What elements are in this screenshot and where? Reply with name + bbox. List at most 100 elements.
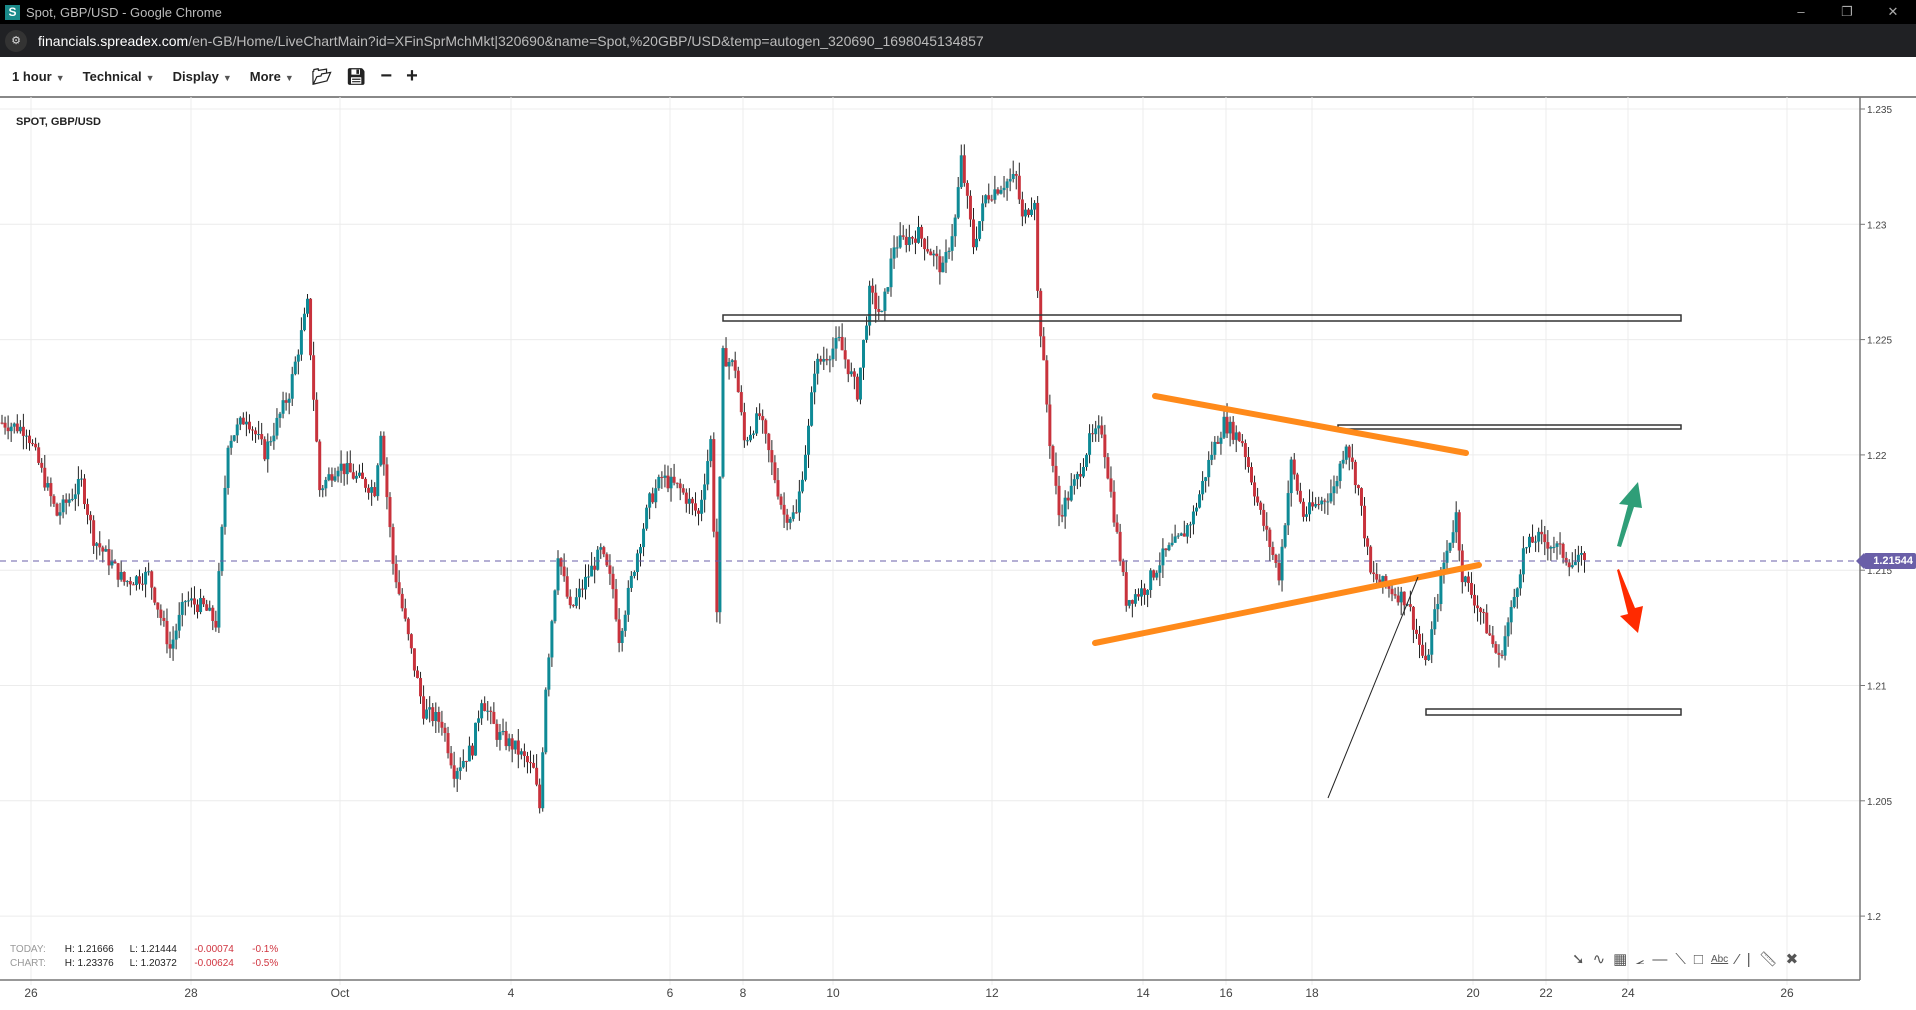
- candle-up: [709, 439, 713, 462]
- candle-up: [1341, 459, 1345, 464]
- candle-up: [1081, 466, 1085, 477]
- fan-icon[interactable]: ⦟: [1635, 950, 1645, 968]
- candle-up: [947, 250, 951, 253]
- candle-down: [128, 581, 132, 585]
- address-bar[interactable]: ⚙ financials.spreadex.com/en-GB/Home/Liv…: [0, 24, 1916, 57]
- candle-down: [794, 512, 798, 514]
- text-icon[interactable]: Abc: [1710, 953, 1729, 965]
- candle-up: [745, 440, 749, 442]
- candle-down: [764, 420, 768, 434]
- candle-down: [415, 670, 419, 679]
- candle-up: [1430, 629, 1434, 655]
- arrow-icon[interactable]: ➘: [1572, 951, 1585, 968]
- support-zone-rect[interactable]: [1425, 708, 1682, 716]
- candle-down: [40, 462, 44, 468]
- url-host[interactable]: financials.spreadex.com: [38, 32, 189, 49]
- candle-up: [357, 472, 361, 476]
- resistance-zone-rect[interactable]: [1337, 424, 1682, 430]
- arrow-down-icon[interactable]: [1617, 569, 1643, 633]
- candle-up: [244, 421, 248, 425]
- open-folder-icon[interactable]: 📂︎: [311, 68, 333, 86]
- close-button[interactable]: ✕: [1887, 4, 1899, 19]
- candle-up: [993, 189, 997, 200]
- candle-up: [501, 730, 505, 733]
- candle-up: [849, 371, 853, 375]
- arrow-up-icon[interactable]: [1617, 482, 1642, 547]
- candle-up: [1097, 425, 1101, 429]
- candle-up: [1023, 209, 1027, 217]
- candle-down: [1543, 534, 1547, 543]
- rectangle-icon[interactable]: □: [1693, 950, 1703, 968]
- candle-up: [1179, 533, 1183, 536]
- horizontal-line-icon[interactable]: —: [1652, 950, 1668, 968]
- line-icon[interactable]: ⁄: [1736, 950, 1739, 968]
- candle-down: [254, 430, 258, 435]
- zoom-in-icon[interactable]: +: [406, 65, 418, 87]
- candle-down: [419, 678, 423, 697]
- candle-up: [1289, 459, 1293, 494]
- candle-up: [895, 247, 899, 249]
- candle-up: [950, 236, 954, 251]
- candle-up: [434, 711, 438, 722]
- candle-down: [846, 359, 850, 375]
- candle-down: [1262, 509, 1266, 526]
- candle-up: [79, 478, 83, 480]
- candle-down: [666, 475, 670, 489]
- candle-up: [220, 526, 224, 572]
- candle-down: [156, 602, 160, 610]
- candle-down: [27, 435, 31, 444]
- candle-down: [1112, 491, 1116, 523]
- segment-icon[interactable]: ⟍: [1675, 950, 1686, 968]
- site-info-icon[interactable]: ⚙: [5, 29, 27, 52]
- display-dropdown[interactable]: Display ▼: [173, 69, 232, 84]
- candle-down: [1359, 488, 1363, 506]
- minimize-button[interactable]: –: [1797, 4, 1805, 19]
- candle-up: [226, 447, 230, 488]
- zoom-out-icon[interactable]: −: [380, 65, 393, 87]
- clear-drawings-icon[interactable]: ✖: [1785, 951, 1799, 968]
- candle-up: [498, 732, 502, 740]
- candle-up: [1552, 546, 1556, 548]
- candle-up: [813, 373, 817, 393]
- candle-up: [959, 155, 963, 188]
- candle-up: [272, 435, 276, 442]
- save-icon[interactable]: 💾︎: [346, 68, 367, 86]
- more-dropdown[interactable]: More ▼: [250, 69, 294, 84]
- ruler-icon[interactable]: 📏︎: [1758, 951, 1778, 968]
- last-price-tag: 1.21544: [1856, 553, 1916, 569]
- candle-up: [748, 434, 752, 441]
- candle-down: [510, 738, 514, 750]
- curve-icon[interactable]: ∿: [1592, 951, 1606, 968]
- candle-down: [614, 589, 618, 620]
- candle-down: [697, 510, 701, 514]
- resistance-zone-rect[interactable]: [722, 314, 1682, 322]
- technical-dropdown[interactable]: Technical ▼: [83, 69, 155, 84]
- url-path[interactable]: /en-GB/Home/LiveChartMain?id=XFinSprMchM…: [188, 32, 984, 49]
- candle-up: [12, 423, 16, 427]
- upper-trendline[interactable]: [1152, 393, 1469, 456]
- candle-down: [1256, 496, 1260, 503]
- candle-down: [1164, 548, 1168, 551]
- fib-grid-icon[interactable]: ▦: [1613, 951, 1628, 968]
- stats-chart: CHART: H: 1.23376 L: 1.20372 -0.00624 -0…: [10, 957, 278, 971]
- interval-dropdown[interactable]: 1 hour ▼: [12, 69, 65, 84]
- candle-down: [92, 520, 96, 546]
- candle-down: [367, 487, 371, 493]
- candle-down: [761, 416, 765, 421]
- candle-up: [803, 454, 807, 480]
- candle-up: [868, 285, 872, 326]
- technical-label: Technical: [82, 69, 142, 84]
- drawn-line[interactable]: [1327, 576, 1419, 799]
- lower-trendline[interactable]: [1092, 562, 1482, 646]
- candle-down: [904, 236, 908, 245]
- candle-up: [1005, 181, 1009, 188]
- candle-up: [339, 463, 343, 471]
- candle-down: [675, 482, 679, 484]
- x-tick-label: 26: [1780, 986, 1794, 1000]
- candle-down: [712, 439, 716, 532]
- candle-up: [1308, 502, 1312, 515]
- candle-down: [920, 226, 924, 239]
- candle-up: [229, 440, 233, 448]
- restore-button[interactable]: ❐: [1841, 4, 1853, 19]
